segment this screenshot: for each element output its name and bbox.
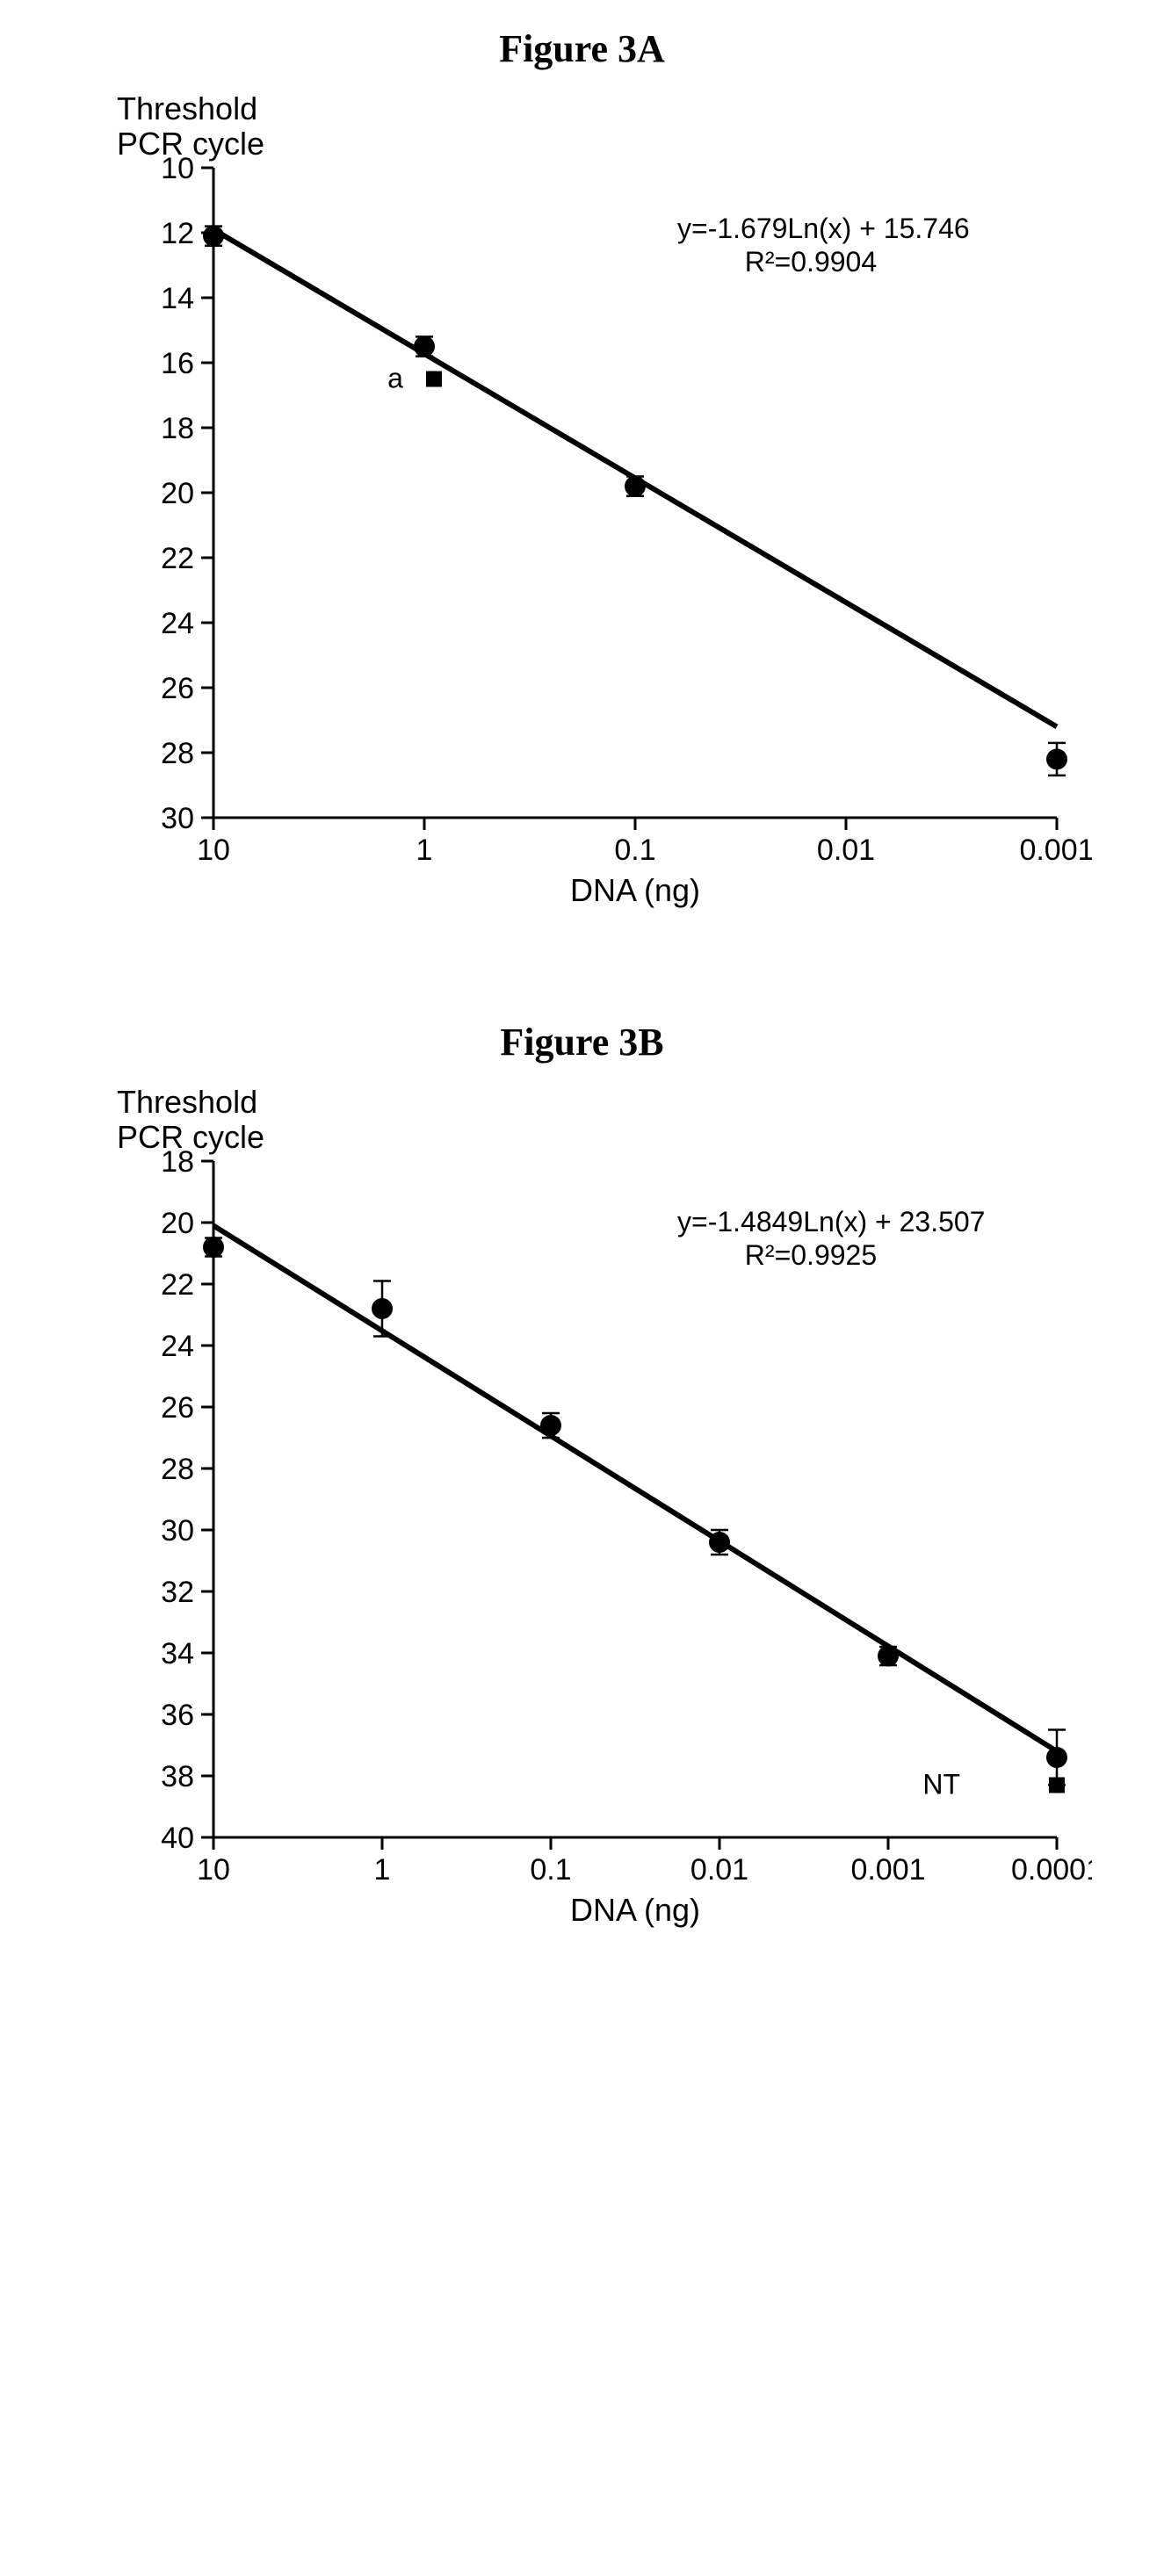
regression-equation: y=-1.4849Ln(x) + 23.507 xyxy=(677,1206,985,1237)
data-point-marker xyxy=(1046,1747,1067,1768)
x-tick-label: 1 xyxy=(416,833,432,867)
figure-3a-title: Figure 3A xyxy=(55,26,1110,71)
y-tick-label: 28 xyxy=(161,737,194,770)
data-point-marker xyxy=(540,1415,561,1436)
y-axis-label-line1: Threshold xyxy=(117,1084,257,1120)
trend-line xyxy=(213,1226,1057,1752)
square-marker-label: NT xyxy=(922,1769,960,1800)
x-tick-label: 1 xyxy=(373,1853,390,1887)
y-tick-label: 16 xyxy=(161,347,194,380)
y-tick-label: 22 xyxy=(161,1268,194,1302)
square-marker xyxy=(425,372,441,387)
square-marker-label: a xyxy=(387,363,403,394)
y-tick-label: 24 xyxy=(161,1330,194,1363)
figure-3a: Figure 3A ThresholdPCR cycle101214161820… xyxy=(55,26,1110,914)
y-tick-label: 18 xyxy=(161,1145,194,1179)
data-point-marker xyxy=(625,476,646,497)
y-tick-label: 40 xyxy=(161,1822,194,1855)
data-point-marker xyxy=(414,336,435,357)
chart-b-plot: ThresholdPCR cycle1820222426283032343638… xyxy=(55,1073,1110,1934)
y-axis-label-line1: Threshold xyxy=(117,90,257,126)
r-squared: R²=0.9904 xyxy=(744,246,876,278)
chart-a-plot: ThresholdPCR cycle1012141618202224262830… xyxy=(55,80,1110,914)
figure-container: Figure 3A ThresholdPCR cycle101214161820… xyxy=(26,26,1138,1934)
y-tick-label: 20 xyxy=(161,1207,194,1240)
y-tick-label: 26 xyxy=(161,672,194,705)
y-tick-label: 14 xyxy=(161,282,194,315)
y-tick-label: 30 xyxy=(161,802,194,835)
x-tick-label: 0.001 xyxy=(1019,833,1092,867)
x-tick-label: 0.01 xyxy=(816,833,874,867)
data-point-marker xyxy=(709,1532,730,1553)
chart-svg: ThresholdPCR cycle1820222426283032343638… xyxy=(55,1073,1092,1934)
data-point-marker xyxy=(203,226,224,247)
figure-3b: Figure 3B ThresholdPCR cycle182022242628… xyxy=(55,1020,1110,1934)
y-tick-label: 10 xyxy=(161,152,194,185)
figure-3b-title: Figure 3B xyxy=(55,1020,1110,1064)
regression-equation: y=-1.679Ln(x) + 15.746 xyxy=(677,213,970,244)
y-tick-label: 30 xyxy=(161,1514,194,1548)
x-tick-label: 0.0001 xyxy=(1011,1853,1092,1887)
data-point-marker xyxy=(372,1298,393,1319)
x-tick-label: 0.01 xyxy=(690,1853,748,1887)
y-tick-label: 28 xyxy=(161,1453,194,1486)
x-axis-label: DNA (ng) xyxy=(569,872,699,908)
y-tick-label: 38 xyxy=(161,1760,194,1793)
y-tick-label: 36 xyxy=(161,1699,194,1732)
y-tick-label: 26 xyxy=(161,1391,194,1425)
data-point-marker xyxy=(203,1237,224,1258)
y-tick-label: 22 xyxy=(161,542,194,575)
x-axis-label: DNA (ng) xyxy=(569,1892,699,1928)
y-tick-label: 32 xyxy=(161,1576,194,1609)
x-tick-label: 10 xyxy=(197,1853,230,1887)
x-tick-label: 0.001 xyxy=(850,1853,925,1887)
y-tick-label: 34 xyxy=(161,1637,194,1670)
x-tick-label: 0.1 xyxy=(530,1853,571,1887)
data-point-marker xyxy=(878,1646,899,1667)
x-tick-label: 0.1 xyxy=(614,833,655,867)
r-squared: R²=0.9925 xyxy=(744,1239,876,1271)
y-tick-label: 20 xyxy=(161,477,194,510)
y-tick-label: 18 xyxy=(161,412,194,445)
square-marker xyxy=(1049,1778,1065,1793)
y-tick-label: 24 xyxy=(161,607,194,640)
chart-svg: ThresholdPCR cycle1012141618202224262830… xyxy=(55,80,1092,914)
data-point-marker xyxy=(1046,748,1067,769)
x-tick-label: 10 xyxy=(197,833,230,867)
y-tick-label: 12 xyxy=(161,217,194,250)
